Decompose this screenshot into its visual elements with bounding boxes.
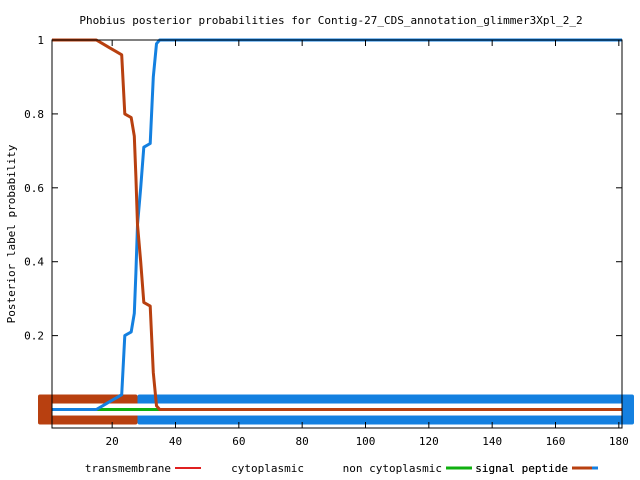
legend-label: signal peptide (475, 462, 568, 475)
legend-label: signal peptide (475, 462, 568, 475)
x-tick-label: 140 (482, 435, 502, 448)
x-tick-label: 180 (609, 435, 629, 448)
legend: transmembrane cytoplasmic non cytoplasmic s… (85, 462, 598, 475)
x-tick-label: 100 (356, 435, 376, 448)
legend-label: transmembrane (85, 462, 171, 475)
x-tick-label: 160 (546, 435, 566, 448)
x-tick-label: 20 (106, 435, 119, 448)
x-tick-label: 60 (232, 435, 245, 448)
y-tick-label: 0.6 (24, 182, 44, 195)
series-line-3 (52, 38, 622, 411)
x-tick-label: 80 (296, 435, 309, 448)
y-axis-label: Posterior label probability (5, 144, 18, 323)
x-tick-label: 120 (419, 435, 439, 448)
chart-title: Phobius posterior probabilities for Cont… (79, 14, 582, 27)
plot-frame (51, 39, 623, 429)
y-tick-label: 0.2 (24, 330, 44, 343)
x-tick-label: 40 (169, 435, 182, 448)
y-tick-label: 0.8 (24, 108, 44, 121)
legend-label: cytoplasmic (231, 462, 304, 475)
y-tick-label: 1 (37, 34, 44, 47)
legend-label: non cytoplasmic (343, 462, 442, 475)
axis-ticks: 20 40 60 80 100 120 140 160 180 0.2 0.4 0.6 0.8 1 (24, 34, 629, 448)
series-lines (52, 38, 622, 411)
series-line-4 (52, 38, 622, 411)
y-tick-label: 0.4 (24, 256, 44, 269)
